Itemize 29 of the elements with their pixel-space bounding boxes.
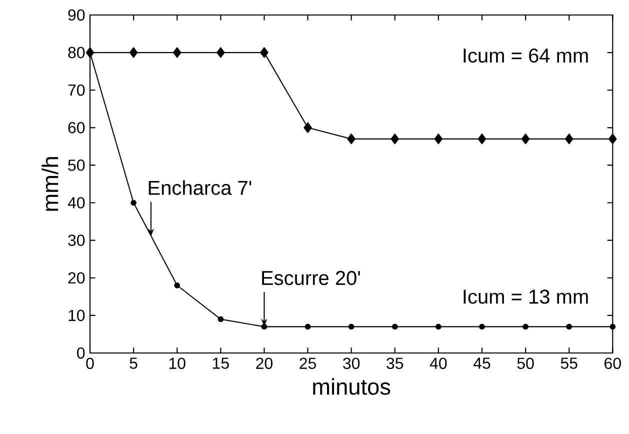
y-tick-label: 60 [68, 122, 85, 134]
x-tick-label: 20 [256, 358, 272, 370]
x-tick-label: 40 [430, 358, 447, 370]
y-axis-title: mm/h [42, 157, 58, 211]
y-tick-label: 50 [68, 160, 85, 171]
x-tick-label: 50 [517, 358, 534, 370]
annotation: Icum = 13 mm [464, 290, 588, 304]
x-tick-label: 0 [86, 358, 94, 370]
x-axis-title: minutos [313, 378, 390, 395]
y-tick-label: 10 [68, 310, 85, 322]
x-tick-label: 10 [169, 358, 186, 370]
annotation: Encharca 7' [148, 180, 252, 195]
x-tick-label: 15 [212, 358, 229, 369]
y-tick-label: 30 [68, 234, 85, 246]
x-tick-label: 30 [343, 358, 360, 370]
y-tick-label: 20 [68, 272, 85, 284]
x-tick-label: 55 [560, 358, 578, 369]
y-tick-label: 40 [68, 197, 85, 208]
x-tick-label: 45 [473, 358, 490, 369]
x-tick-label: 35 [386, 358, 404, 370]
x-tick-label: 5 [130, 358, 138, 369]
y-tick-label: 0 [77, 347, 85, 359]
annotation: Icum = 64 mm [464, 48, 588, 63]
x-tick-label: 60 [604, 358, 621, 370]
annotation: Escurre 20' [262, 270, 360, 286]
y-tick-label: 80 [68, 46, 85, 58]
y-tick-label: 70 [68, 84, 85, 96]
y-tick-label: 90 [68, 9, 85, 21]
x-tick-label: 25 [300, 358, 316, 370]
